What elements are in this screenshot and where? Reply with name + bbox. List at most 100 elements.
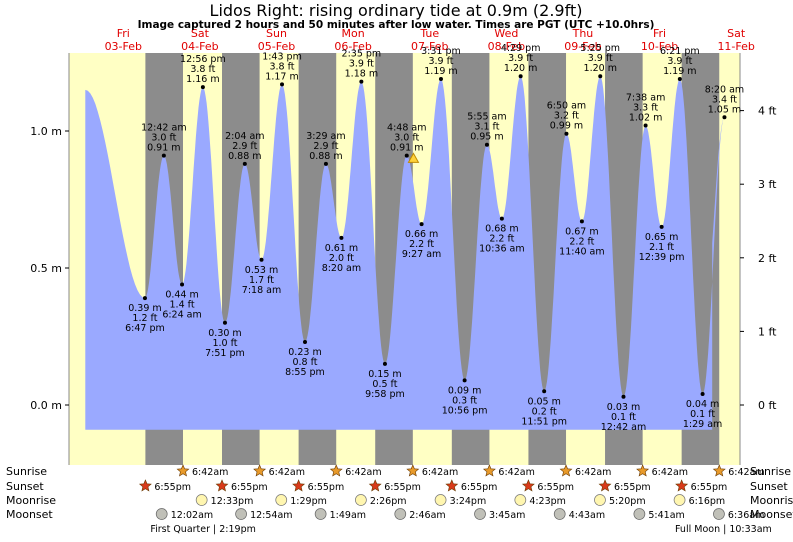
sunrise-time: 6:42am bbox=[345, 467, 381, 478]
tide-extremum-label: 1.02 m bbox=[629, 113, 662, 124]
moonset-icon bbox=[235, 508, 247, 520]
moonrise-time: 6:16pm bbox=[689, 496, 726, 507]
sunrise-time: 6:42am bbox=[652, 467, 688, 478]
sunset-time: 6:55pm bbox=[231, 482, 268, 493]
tide-extremum-point bbox=[499, 216, 504, 221]
tide-extremum-label: 2:04 am bbox=[225, 131, 264, 142]
moonrise-icon bbox=[355, 494, 367, 506]
tide-extremum-point bbox=[564, 131, 569, 136]
tide-extremum-label: 1.2 ft bbox=[132, 313, 157, 324]
tide-extremum-label: 0.23 m bbox=[288, 347, 321, 358]
y-left-tick-label: 0.0 m bbox=[30, 399, 62, 412]
tide-extremum-label: 12:39 pm bbox=[639, 252, 685, 263]
sunset-star-icon bbox=[292, 479, 306, 492]
sunrise-time: 6:42am bbox=[575, 467, 611, 478]
moonrise-time: 3:24pm bbox=[450, 496, 487, 507]
tide-extremum-label: 1.16 m bbox=[186, 74, 219, 85]
moonset-icon bbox=[713, 508, 725, 520]
tide-extremum-label: 0.2 ft bbox=[532, 406, 557, 417]
day-name-label: Sat bbox=[191, 27, 210, 40]
tide-extremum-label: 10:36 am bbox=[479, 244, 524, 255]
tide-extremum-label: 0.03 m bbox=[607, 402, 640, 413]
moonrise-row-label-right: Moonrise bbox=[750, 494, 793, 507]
tide-extremum-label: 0.53 m bbox=[245, 265, 278, 276]
tide-extremum-label: 3.9 ft bbox=[588, 53, 613, 64]
tide-extremum-point bbox=[161, 153, 166, 158]
tide-extremum-label: 0.44 m bbox=[165, 289, 198, 300]
tide-extremum-label: 3:31 pm bbox=[421, 46, 461, 57]
sunset-star-icon bbox=[675, 479, 689, 492]
sunrise-star-icon bbox=[253, 464, 267, 477]
tide-extremum-point bbox=[302, 339, 307, 344]
tide-extremum-label: 1.20 m bbox=[504, 63, 537, 74]
sunrise-star-icon bbox=[329, 464, 343, 477]
tide-extremum-label: 7:18 am bbox=[242, 285, 281, 296]
tide-extremum-point bbox=[518, 74, 523, 79]
moonset-time: 5:41am bbox=[648, 510, 684, 521]
tide-extremum-point bbox=[659, 224, 664, 229]
tide-extremum-label: 3.9 ft bbox=[508, 53, 533, 64]
tide-extremum-label: 1.7 ft bbox=[249, 275, 274, 286]
sunset-time: 6:55pm bbox=[384, 482, 421, 493]
tide-extremum-label: 4:29 pm bbox=[501, 43, 541, 54]
tide-extremum-point bbox=[700, 392, 705, 397]
moonset-time: 3:45am bbox=[489, 510, 525, 521]
moonset-row-label-left: Moonset bbox=[6, 508, 53, 521]
tide-extremum-label: 0.99 m bbox=[550, 121, 583, 132]
tide-extremum-point bbox=[643, 123, 648, 128]
tide-extremum-label: 0.5 ft bbox=[372, 379, 397, 390]
tide-extremum-label: 0.68 m bbox=[485, 224, 518, 235]
sunset-time: 6:55pm bbox=[154, 482, 191, 493]
sunset-star-icon bbox=[368, 479, 382, 492]
sunset-row-label-left: Sunset bbox=[6, 480, 44, 493]
moonset-icon bbox=[155, 508, 168, 520]
day-date-label: 03-Feb bbox=[105, 40, 142, 53]
sunset-star-icon bbox=[215, 479, 229, 492]
tide-extremum-point bbox=[323, 161, 328, 166]
sunrise-time: 6:42am bbox=[498, 467, 534, 478]
tide-extremum-label: 0.04 m bbox=[686, 399, 719, 410]
tide-extremum-label: 2.1 ft bbox=[649, 242, 674, 253]
tide-extremum-label: 0.91 m bbox=[390, 143, 423, 154]
tide-extremum-label: 0.95 m bbox=[470, 132, 503, 143]
moonset-time: 2:46am bbox=[409, 510, 445, 521]
tide-extremum-label: 0.67 m bbox=[565, 226, 598, 237]
sunrise-star-icon bbox=[406, 464, 420, 477]
tide-extremum-label: 10:56 pm bbox=[442, 405, 488, 416]
tide-extremum-point bbox=[200, 85, 205, 90]
tide-extremum-point bbox=[359, 79, 364, 84]
tide-extremum-point bbox=[579, 219, 584, 224]
tide-extremum-label: 7:51 pm bbox=[205, 348, 245, 359]
day-name-label: Sun bbox=[266, 27, 287, 40]
tide-extremum-label: 1.19 m bbox=[663, 66, 696, 77]
y-right-tick-label: 0 ft bbox=[758, 399, 777, 412]
tide-extremum-point bbox=[339, 235, 344, 240]
day-name-label: Wed bbox=[494, 27, 518, 40]
plot-frame bbox=[68, 53, 741, 465]
tide-extremum-label: 5:25 pm bbox=[580, 43, 620, 54]
moonrise-time: 12:33pm bbox=[211, 496, 254, 507]
moonrise-time: 5:20pm bbox=[609, 496, 646, 507]
tide-extremum-point bbox=[677, 76, 682, 81]
tide-extremum-label: 3.8 ft bbox=[190, 64, 215, 75]
moonset-time: 6:36am bbox=[728, 510, 764, 521]
tide-extremum-label: 8:20 am bbox=[322, 263, 361, 274]
day-date-label: 07-Feb bbox=[411, 40, 448, 53]
y-right-tick-label: 1 ft bbox=[758, 325, 777, 338]
tide-extremum-label: 8:55 pm bbox=[285, 367, 325, 378]
sunset-star-icon bbox=[138, 479, 152, 492]
tide-extremum-point bbox=[462, 378, 467, 383]
moonrise-icon bbox=[195, 494, 208, 506]
tide-extremum-label: 0.66 m bbox=[405, 229, 438, 240]
tide-extremum-point bbox=[382, 361, 387, 366]
tide-extremum-label: 1.4 ft bbox=[170, 299, 195, 310]
tide-extremum-point bbox=[404, 153, 409, 158]
moonset-icon bbox=[314, 508, 327, 520]
sunset-star-icon bbox=[521, 479, 535, 492]
moonrise-icon bbox=[434, 494, 447, 506]
tide-extremum-point bbox=[542, 389, 547, 394]
tide-extremum-point bbox=[180, 282, 185, 287]
tide-extremum-label: 2:35 pm bbox=[342, 49, 382, 60]
